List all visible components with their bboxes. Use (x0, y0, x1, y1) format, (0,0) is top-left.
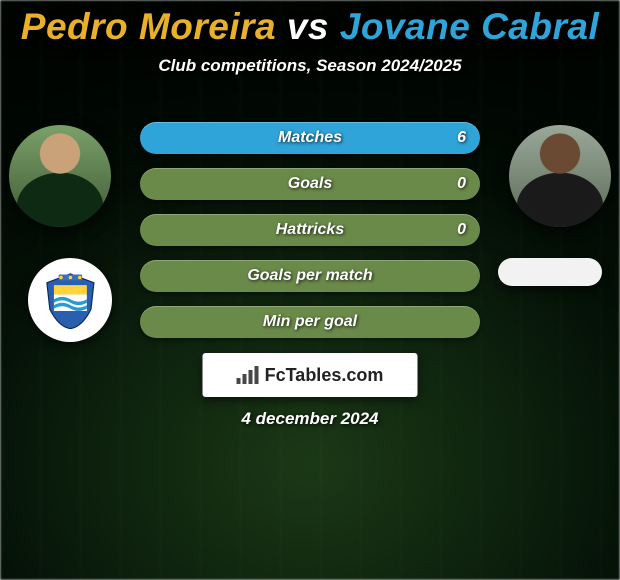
bar-chart-icon (237, 366, 259, 384)
date-label: 4 december 2024 (0, 409, 620, 429)
stat-row: Matches 6 (140, 122, 480, 154)
stat-label: Goals (288, 175, 332, 193)
stat-label: Goals per match (247, 267, 372, 285)
stat-label: Min per goal (263, 313, 357, 331)
title-player2: Jovane Cabral (340, 6, 599, 47)
crest-icon (41, 271, 100, 330)
subtitle: Club competitions, Season 2024/2025 (0, 56, 620, 76)
stat-row: Goals per match (140, 260, 480, 292)
stat-value-right: 0 (457, 175, 466, 193)
brand-text: FcTables.com (265, 365, 384, 386)
player1-club-crest (28, 258, 112, 342)
page-title: Pedro Moreira vs Jovane Cabral (0, 0, 620, 48)
title-vs: vs (287, 6, 329, 47)
stat-row: Goals 0 (140, 168, 480, 200)
player2-photo (509, 125, 611, 227)
stat-row: Hattricks 0 (140, 214, 480, 246)
player2-club-crest (498, 258, 602, 286)
player1-photo (9, 125, 111, 227)
stat-row: Min per goal (140, 306, 480, 338)
title-player1: Pedro Moreira (21, 6, 276, 47)
stat-label: Matches (278, 129, 342, 147)
brand-badge: FcTables.com (203, 353, 418, 397)
stat-label: Hattricks (276, 221, 344, 239)
stats-table: Matches 6 Goals 0 Hattricks 0 Goals per match M… (140, 122, 480, 352)
stat-value-right: 0 (457, 221, 466, 239)
stat-value-right: 6 (457, 129, 466, 147)
